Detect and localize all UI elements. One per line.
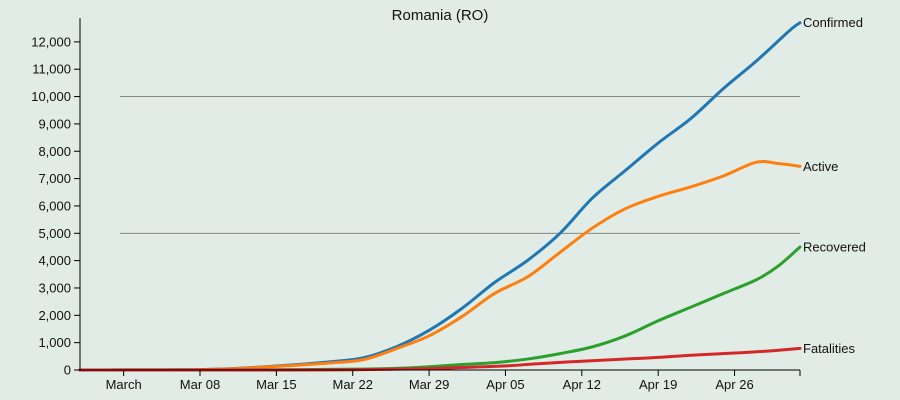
gridlines (120, 96, 800, 234)
series-line-recovered (78, 245, 802, 372)
x-tick-label: Apr 26 (715, 377, 753, 392)
y-tick-label: 0 (64, 363, 71, 378)
x-axis-ticks: March Mar 08 Mar 15 Mar 22 Mar 29 Apr 05 Apr 1… (106, 370, 801, 392)
x-tick-label: Mar 15 (256, 377, 296, 392)
x-tick-label: Apr 05 (486, 377, 524, 392)
y-tick-label: 9,000 (38, 116, 71, 131)
series-label-active: Active (803, 159, 838, 174)
y-tick-label: 7,000 (38, 171, 71, 186)
series-lines (78, 21, 802, 372)
y-tick-label: 5,000 (38, 226, 71, 241)
y-tick-label: 1,000 (38, 335, 71, 350)
x-tick-label: Apr 12 (563, 377, 601, 392)
x-tick-label: Mar 08 (180, 377, 220, 392)
y-tick-label: 2,000 (38, 308, 71, 323)
y-tick-label: 4,000 (38, 253, 71, 268)
y-tick-label: 3,000 (38, 280, 71, 295)
x-tick-label: Mar 29 (409, 377, 449, 392)
y-tick-label: 10,000 (31, 89, 71, 104)
y-tick-label: 6,000 (38, 198, 71, 213)
x-tick-label: March (106, 377, 142, 392)
y-tick-label: 11,000 (32, 62, 71, 77)
axes (79, 18, 800, 371)
series-label-fatalities: Fatalities (803, 341, 856, 356)
x-tick-label: Mar 22 (332, 377, 372, 392)
series-label-confirmed: Confirmed (803, 15, 863, 30)
y-tick-label: 8,000 (38, 144, 71, 159)
series-line-confirmed (78, 21, 802, 372)
y-axis-ticks: 0 1,000 2,000 3,000 4,000 5,000 6,000 7,000 8,00… (31, 34, 80, 378)
series-end-labels: Confirmed Active Recovered Fatalities (803, 15, 866, 356)
series-label-recovered: Recovered (803, 239, 866, 254)
x-tick-label: Apr 19 (639, 377, 677, 392)
y-tick-label: 12,000 (31, 34, 71, 49)
series-line-active (78, 159, 802, 372)
chart-title: Romania (RO) (392, 7, 489, 24)
